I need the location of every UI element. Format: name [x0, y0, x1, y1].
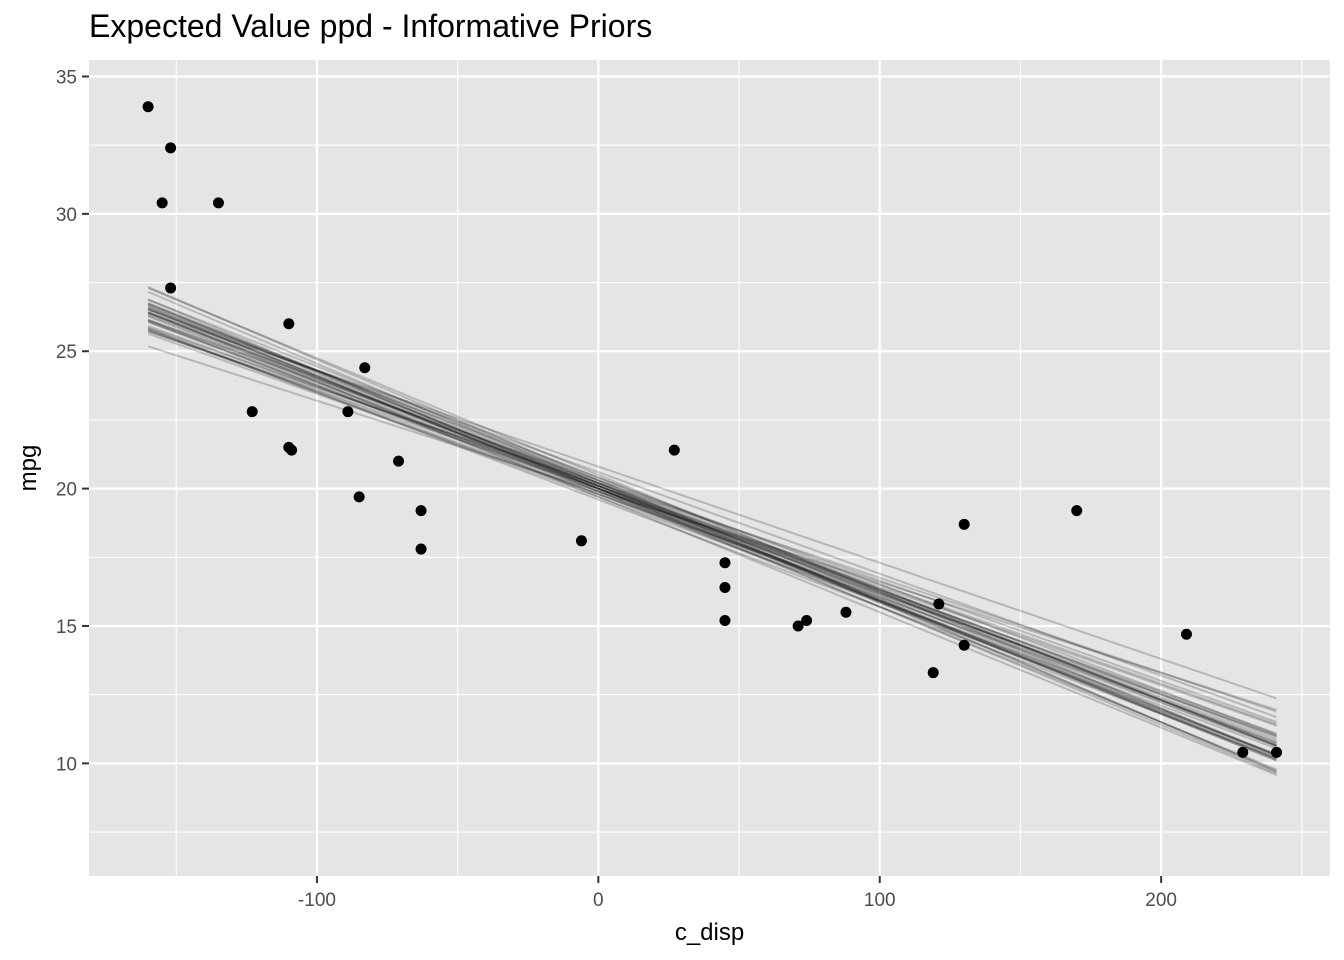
- posterior-line: [147, 328, 1277, 750]
- posterior-line: [147, 318, 1277, 738]
- posterior-line: [147, 320, 1277, 742]
- data-point: [927, 667, 939, 679]
- data-point: [246, 406, 258, 418]
- data-point: [156, 197, 168, 209]
- data-point: [958, 639, 970, 651]
- posterior-line: [147, 302, 1277, 762]
- posterior-line: [147, 315, 1277, 756]
- posterior-line: [147, 321, 1277, 748]
- posterior-line: [147, 305, 1277, 771]
- data-point: [1237, 746, 1249, 758]
- posterior-line: [147, 328, 1277, 744]
- data-point: [165, 282, 177, 294]
- data-point: [286, 444, 298, 456]
- tick-labels: -100 0 100 200 10 15 20 25 30 35: [56, 67, 1177, 911]
- x-tick-label: 100: [864, 890, 896, 911]
- data-point: [1271, 746, 1283, 758]
- data-point: [353, 491, 365, 503]
- y-tick-label: 15: [56, 617, 77, 638]
- data-points: [142, 101, 1283, 758]
- y-axis-title: mpg: [15, 445, 42, 492]
- data-point: [1180, 628, 1192, 640]
- posterior-line: [147, 327, 1277, 759]
- y-tick-label: 20: [56, 480, 77, 501]
- data-point: [801, 614, 813, 626]
- plot-panel: [89, 60, 1330, 876]
- minor-gridlines: [89, 60, 1330, 876]
- posterior-line: [147, 330, 1277, 713]
- posterior-line: [147, 310, 1277, 756]
- data-point: [415, 543, 427, 555]
- chart-title: Expected Value ppd - Informative Priors: [89, 8, 653, 44]
- data-point: [719, 614, 731, 626]
- data-point: [933, 598, 945, 610]
- data-point: [1071, 505, 1083, 517]
- x-tick-label: 0: [593, 890, 604, 911]
- data-point: [958, 518, 970, 530]
- posterior-line: [147, 318, 1277, 723]
- posterior-line: [147, 325, 1277, 735]
- data-point: [575, 535, 587, 547]
- posterior-line: [147, 314, 1277, 744]
- data-point: [342, 406, 354, 418]
- data-point: [212, 197, 224, 209]
- x-axis-title: c_disp: [675, 919, 744, 946]
- data-point: [415, 505, 427, 517]
- data-point: [840, 606, 852, 618]
- axis-ticks: [82, 75, 1163, 883]
- data-point: [719, 582, 731, 594]
- posterior-line: [147, 308, 1277, 760]
- posterior-line: [147, 311, 1277, 700]
- posterior-line: [147, 306, 1277, 736]
- y-tick-label: 25: [56, 342, 77, 363]
- posterior-line: [147, 319, 1277, 757]
- y-tick-label: 35: [56, 67, 77, 88]
- posterior-line: [147, 298, 1277, 775]
- posterior-line: [147, 311, 1277, 776]
- posterior-line: [147, 303, 1277, 747]
- major-gridlines: [89, 60, 1330, 876]
- posterior-line: [147, 286, 1277, 773]
- posterior-line: [147, 303, 1277, 760]
- posterior-line: [147, 301, 1277, 756]
- data-point: [719, 557, 731, 569]
- y-tick-label: 10: [56, 754, 77, 775]
- posterior-line: [147, 287, 1277, 758]
- data-point: [668, 444, 680, 456]
- posterior-line: [147, 330, 1277, 727]
- data-point: [359, 362, 371, 374]
- posterior-line: [147, 307, 1277, 762]
- posterior-line: [147, 332, 1277, 737]
- x-tick-label: -100: [298, 890, 336, 911]
- data-point: [393, 455, 405, 467]
- posterior-line: [147, 308, 1277, 746]
- posterior-line: [147, 345, 1277, 711]
- y-tick-label: 30: [56, 205, 77, 226]
- x-tick-label: 200: [1145, 890, 1177, 911]
- data-point: [142, 101, 154, 113]
- posterior-line: [147, 312, 1277, 739]
- posterior-line: [147, 312, 1277, 748]
- posterior-line: [147, 290, 1277, 773]
- posterior-lines: [147, 286, 1277, 776]
- data-point: [792, 620, 804, 632]
- posterior-line: [147, 298, 1277, 747]
- data-point: [165, 142, 177, 154]
- posterior-line: [147, 308, 1277, 719]
- posterior-line: [147, 326, 1277, 726]
- data-point: [283, 318, 295, 330]
